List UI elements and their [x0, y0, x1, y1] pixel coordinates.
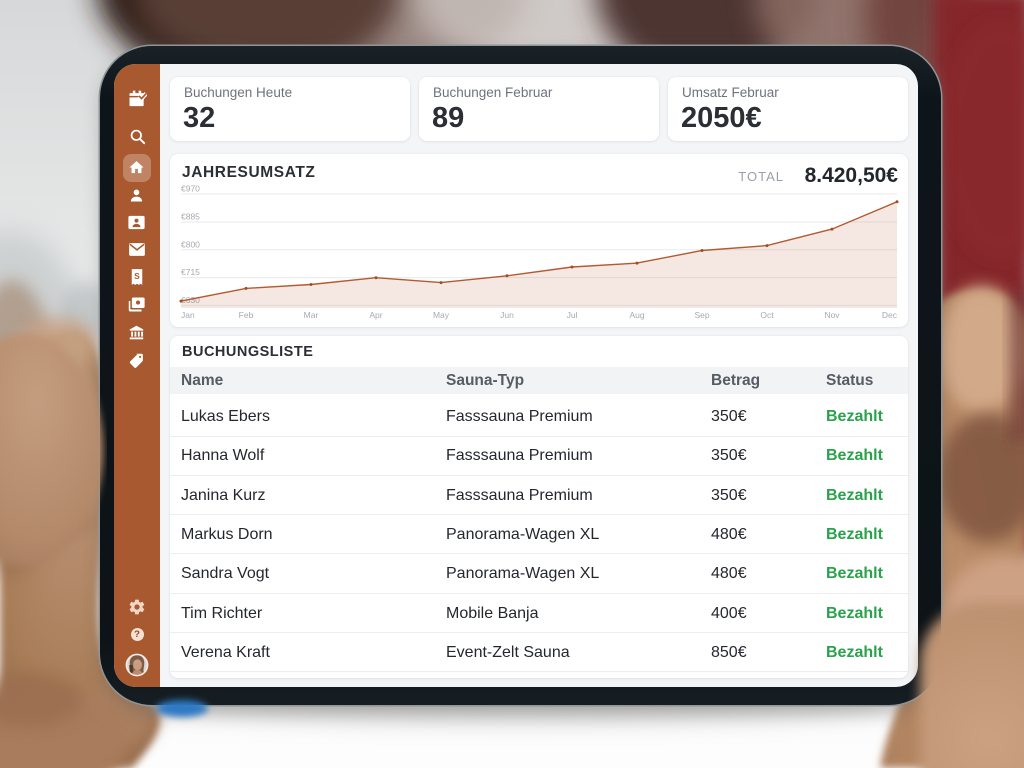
- svg-text:Aug: Aug: [629, 310, 644, 320]
- svg-text:May: May: [433, 310, 450, 320]
- svg-text:Jul: Jul: [567, 310, 578, 320]
- svg-text:€715: €715: [181, 267, 200, 277]
- svg-text:Dec: Dec: [882, 310, 898, 320]
- svg-text:€885: €885: [181, 212, 200, 222]
- svg-text:Feb: Feb: [239, 310, 254, 320]
- svg-text:Jan: Jan: [181, 310, 195, 320]
- svg-text:Apr: Apr: [369, 310, 382, 320]
- svg-text:Jun: Jun: [500, 310, 514, 320]
- svg-text:Oct: Oct: [760, 310, 774, 320]
- svg-text:Nov: Nov: [824, 310, 840, 320]
- svg-text:€800: €800: [181, 239, 200, 249]
- svg-text:S: S: [134, 272, 140, 281]
- svg-text:Mar: Mar: [304, 310, 319, 320]
- svg-text:€970: €970: [181, 185, 200, 194]
- svg-text:Sep: Sep: [694, 310, 709, 320]
